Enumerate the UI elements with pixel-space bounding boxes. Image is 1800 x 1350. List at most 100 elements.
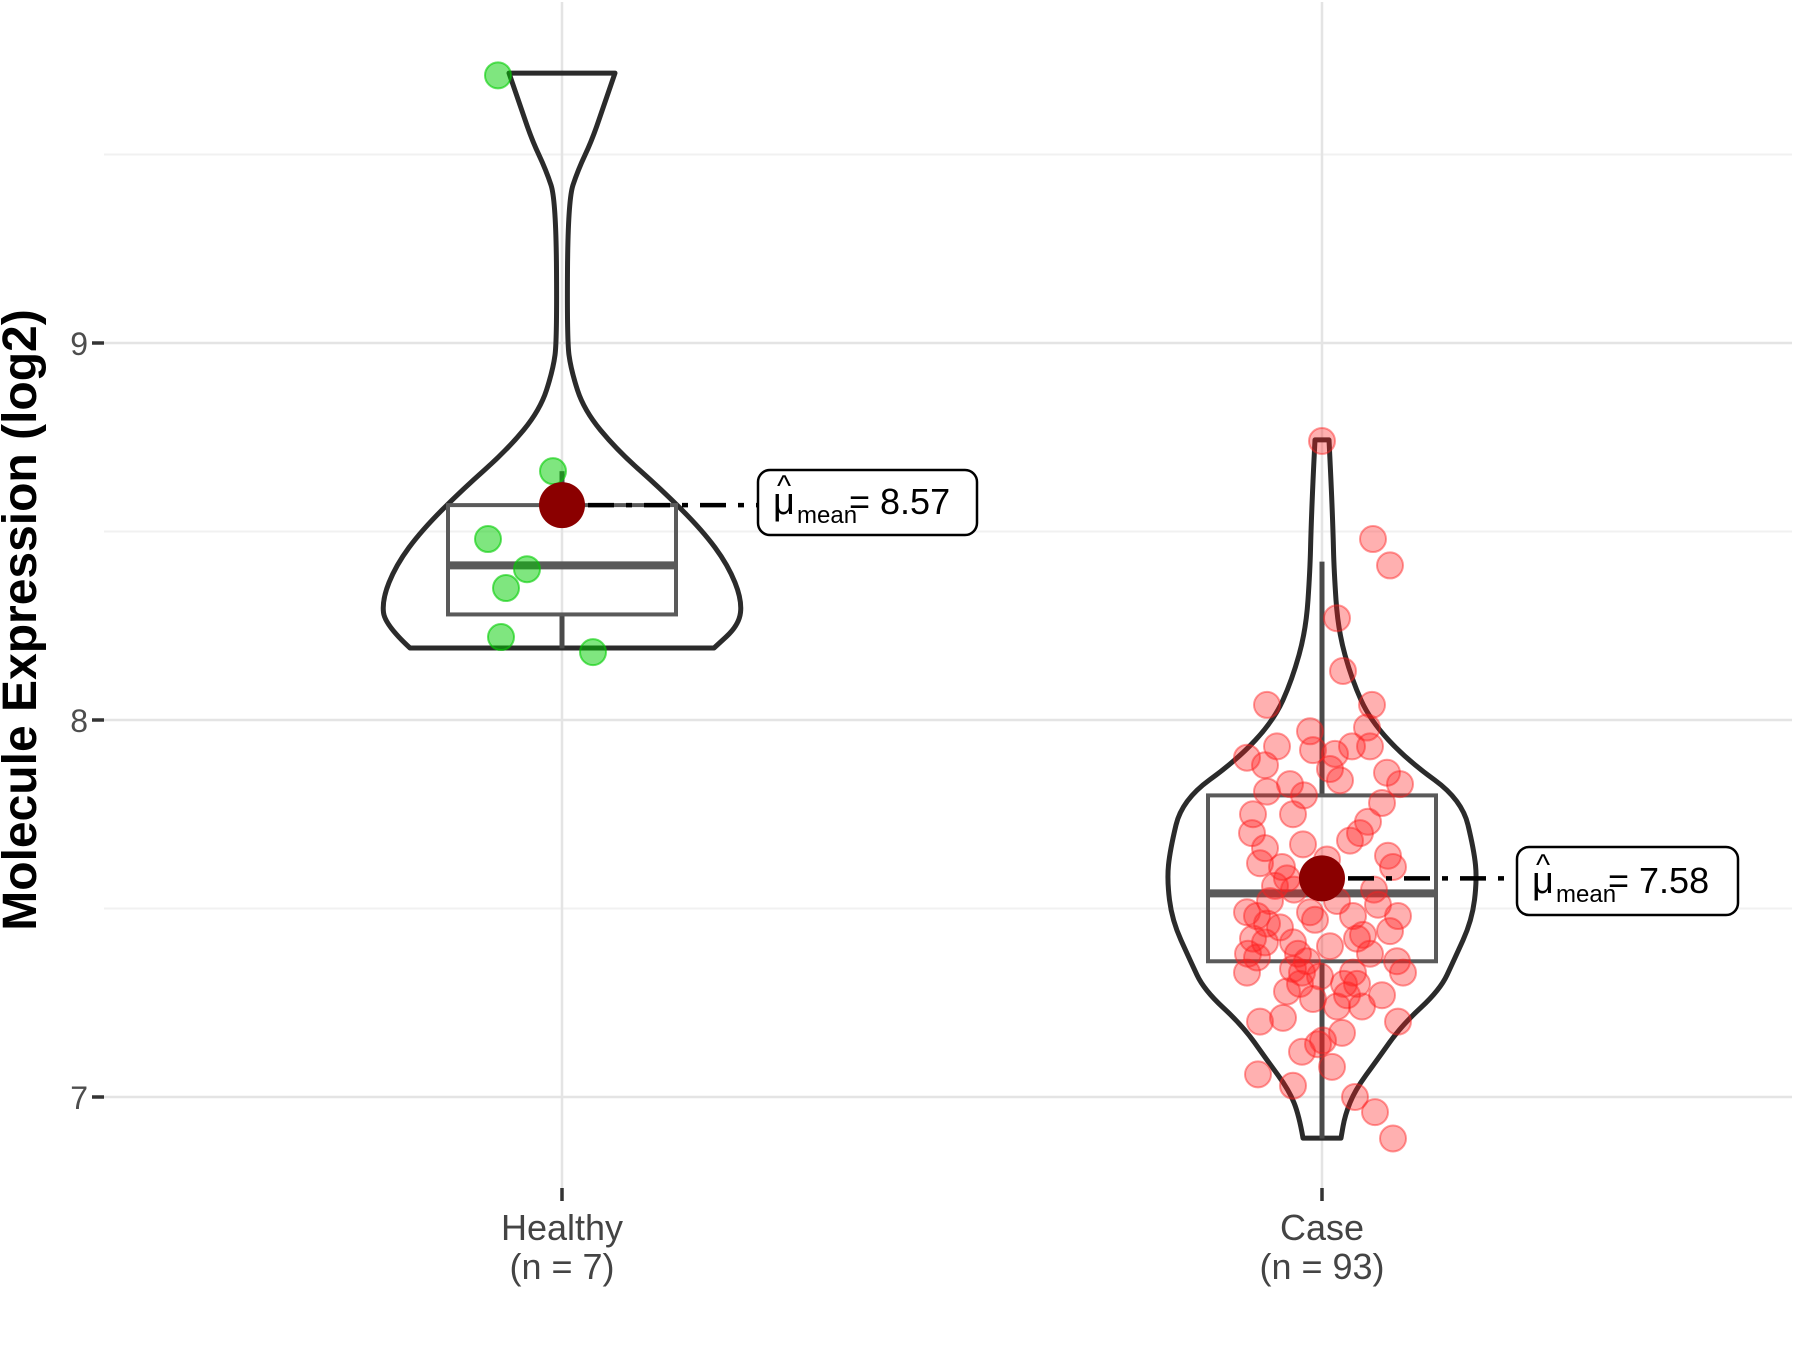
jitter-point-case [1364,890,1392,919]
jitter-point-case [1376,917,1404,946]
jitter-point-case [1316,932,1344,961]
jitter-point-case [1326,766,1354,795]
jitter-point-healthy [487,623,515,652]
jitter-point-case [1374,841,1402,870]
jitter-point-case [1354,807,1382,836]
jitter-point-case [1309,1026,1337,1055]
jitter-point-case [1316,755,1344,784]
jitter-point-case [1386,770,1414,799]
jitter-point-case [1243,943,1271,972]
jitter-point-case [1333,981,1361,1010]
jitter-point-case [1328,1018,1356,1047]
chart-text-layer: Molecule Expression (log2) 9 8 7 Healthy… [0,309,1709,1287]
mu-subscript-healthy: mean [797,502,857,529]
mu-symbol-healthy: μ [773,481,795,523]
jitter-point-case [1246,1007,1274,1036]
jitter-point-case [1233,898,1261,927]
jitter-point-case [1306,962,1334,991]
jitter-point-case [1318,1052,1346,1081]
jitter-point-case [1361,1098,1389,1127]
jitter-point-case [1233,958,1261,987]
jitter-point-case [1286,969,1314,998]
jitter-point-case [1263,732,1291,761]
jitter-point-case [1284,939,1312,968]
jitter-point-case [1389,958,1417,987]
jitter-point-case [1251,928,1279,957]
y-tick-label-7: 7 [70,1080,88,1116]
jitter-point-case [1384,902,1412,931]
jitter-point-case [1348,992,1376,1021]
mean-label-box-case [1515,845,1740,917]
jitter-point-case [1329,656,1357,685]
jitter-point-case [1299,984,1327,1013]
jitter-point-case [1293,947,1321,976]
jitter-point-case [1269,1003,1297,1032]
jitter-point-healthy [492,574,520,603]
jitter-point-case [1251,834,1279,863]
jitter-point-case [1341,1083,1369,1111]
boxplot-box-case [1206,793,1438,964]
mean-value-case: = 7.58 [1608,860,1709,901]
jitter-point-case [1288,1037,1316,1066]
jitter-point-case [1246,849,1274,878]
jitter-point-case [1256,886,1284,915]
jitter-point-case [1373,758,1401,787]
jitter-point-case [1279,928,1307,957]
chart-render-layer [92,2,1792,1201]
jitter-point-case [1336,826,1364,855]
jitter-point-case [1339,958,1367,987]
y-tick-label-9: 9 [70,326,88,362]
jitter-point-case [1276,770,1304,799]
jitter-point-case [1261,871,1289,900]
jitter-point-case [1368,981,1396,1010]
jitter-point-case [1234,939,1262,968]
x-category-label-healthy-line2: (n = 7) [509,1246,614,1287]
mean-label-box-healthy [756,468,979,537]
jitter-point-case [1343,969,1371,998]
jitter-point-healthy [539,457,567,486]
jitter-point-case [1353,713,1381,742]
violin-case [1165,437,1479,1141]
jitter-point-case [1279,800,1307,829]
jitter-point-case [1233,743,1261,772]
jitter-point-healthy [579,638,607,667]
jitter-point-case [1330,969,1358,998]
jitter-point-case [1349,920,1377,949]
jitter-point-case [1368,788,1396,817]
x-category-label-case-line1: Case [1280,1207,1364,1248]
jitter-point-case [1268,853,1296,882]
jitter-point-case [1289,830,1317,859]
jitter-point-case [1244,1060,1272,1089]
mu-symbol-case: μ [1532,860,1554,902]
jitter-point-case [1243,902,1271,931]
jitter-point-healthy [474,525,502,554]
jitter-point-case [1239,924,1267,953]
jitter-point-case [1358,690,1386,719]
mean-value-healthy: = 8.57 [849,481,950,522]
jitter-point-case [1238,819,1266,848]
jitter-point-case [1321,739,1349,768]
jitter-point-case [1356,732,1384,761]
jitter-point-case [1376,551,1404,580]
jitter-point-case [1239,800,1267,829]
jitter-point-healthy [484,61,512,90]
x-category-label-healthy-line1: Healthy [501,1207,623,1248]
mu-hat-accent-healthy: ^ [777,470,791,503]
jitter-point-case [1296,898,1324,927]
y-tick-label-8: 8 [70,703,88,739]
jitter-point-case [1343,924,1371,953]
jitter-point-case [1279,1071,1307,1100]
x-category-label-case-line2: (n = 93) [1259,1246,1384,1287]
jitter-point-case [1279,954,1307,983]
jitter-point-case [1299,736,1327,765]
jitter-point-case [1266,913,1294,942]
jitter-point-case [1273,977,1301,1006]
mean-dot-healthy [539,482,585,529]
jitter-point-case [1308,427,1336,456]
mu-hat-accent-case: ^ [1536,849,1550,882]
mean-dot-case [1299,855,1345,902]
jitter-point-case [1288,958,1316,987]
jitter-point-case [1323,992,1351,1021]
